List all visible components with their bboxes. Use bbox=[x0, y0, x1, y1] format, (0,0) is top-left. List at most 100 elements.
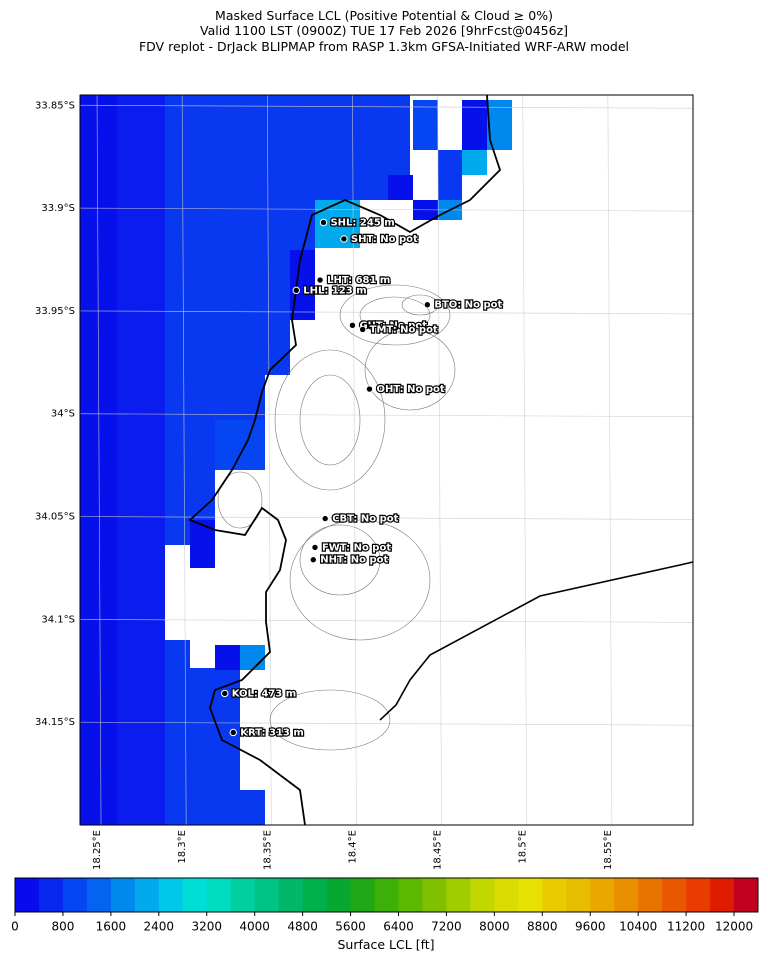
station-dot bbox=[340, 235, 348, 243]
station-dot bbox=[221, 689, 229, 698]
title-line: Valid 1100 LST (0900Z) TUE 17 Feb 2026 [… bbox=[200, 23, 568, 38]
station-dot bbox=[229, 728, 237, 737]
station-label: SHL: 245 m bbox=[330, 217, 394, 228]
station-dot bbox=[348, 321, 357, 330]
station-dot bbox=[423, 301, 432, 309]
colorbar-swatch bbox=[470, 878, 495, 912]
grid-line bbox=[79, 413, 694, 418]
station-label: CBT: No pot bbox=[332, 514, 398, 525]
lon-tick-label: 18.25°E bbox=[92, 830, 103, 870]
colorbar-label: Surface LCL [ft] bbox=[337, 937, 434, 952]
lon-tick-label: 18.45°E bbox=[433, 830, 444, 870]
lcl-cell bbox=[80, 95, 117, 825]
colorbar-tick-label: 2400 bbox=[144, 920, 175, 934]
colorbar-swatch bbox=[638, 878, 663, 912]
colorbar-tick-label: 800 bbox=[51, 920, 74, 934]
grid-line bbox=[79, 310, 694, 315]
lon-tick-label: 18.5°E bbox=[518, 830, 529, 864]
colorbar-tick-label: 0 bbox=[11, 920, 19, 934]
lat-tick-label: 33.95°S bbox=[35, 306, 75, 317]
terrain-contours bbox=[217, 284, 456, 751]
colorbar-tick-label: 7200 bbox=[431, 920, 462, 934]
colorbar-swatch bbox=[254, 878, 280, 912]
station-label: KRT: 313 m bbox=[240, 727, 304, 738]
colorbar-tick-label: 11200 bbox=[667, 920, 705, 934]
colorbar-tick-label: 4800 bbox=[287, 920, 318, 934]
lat-tick-label: 34.05°S bbox=[35, 512, 75, 523]
station-label: KOL: 473 m bbox=[232, 688, 296, 699]
colorbar-frame bbox=[14, 877, 759, 913]
contour bbox=[401, 294, 439, 316]
grid-line bbox=[79, 104, 694, 109]
colorbar-swatch bbox=[158, 878, 184, 912]
lcl-cell bbox=[462, 150, 487, 175]
colorbar-swatch bbox=[422, 878, 447, 912]
graticule bbox=[79, 94, 694, 826]
colorbar-tick-label: 8800 bbox=[527, 920, 558, 934]
lon-tick-label: 18.4°E bbox=[347, 830, 358, 864]
lcl-cell bbox=[190, 520, 215, 568]
colorbar-swatch bbox=[614, 878, 639, 912]
lon-tick-label: 18.3°E bbox=[177, 830, 188, 864]
colorbar-tick-label: 6400 bbox=[383, 920, 414, 934]
title-line: Masked Surface LCL (Positive Potential &… bbox=[215, 8, 553, 23]
lat-tick-label: 34.1°S bbox=[41, 614, 75, 625]
colorbar-swatch bbox=[302, 878, 328, 912]
station-label: TMT: No pot bbox=[370, 324, 438, 335]
colorbar-swatch bbox=[494, 878, 519, 912]
contour bbox=[269, 689, 391, 751]
colorbar-swatch bbox=[278, 878, 304, 912]
colorbar-tick-label: 4000 bbox=[239, 920, 270, 934]
colorbar-swatch bbox=[566, 878, 591, 912]
grid-line bbox=[352, 94, 357, 826]
colorbar-swatch bbox=[230, 878, 256, 912]
lcl-cell bbox=[462, 100, 487, 150]
colorbar-tick-label: 10400 bbox=[619, 920, 657, 934]
lcl-cell bbox=[215, 420, 265, 470]
colorbar-swatch bbox=[710, 878, 735, 912]
colorbar-swatch bbox=[15, 878, 40, 912]
grid-line bbox=[79, 619, 694, 623]
lcl-field bbox=[80, 95, 512, 825]
station-dot bbox=[316, 276, 324, 284]
station-dot bbox=[319, 218, 328, 227]
colorbar-swatch bbox=[326, 878, 352, 912]
lcl-cell bbox=[438, 150, 462, 200]
lcl-cell bbox=[215, 645, 240, 670]
colorbar-swatch bbox=[734, 878, 759, 912]
station-label: SHT: No pot bbox=[351, 234, 418, 245]
boundary bbox=[379, 561, 694, 721]
grid-line bbox=[266, 94, 272, 826]
map-frame bbox=[79, 94, 694, 826]
lon-tick-label: 18.55°E bbox=[603, 830, 614, 870]
grid-line bbox=[522, 94, 528, 826]
station-dot bbox=[365, 385, 374, 393]
colorbar-swatch bbox=[542, 878, 567, 912]
lcl-cell bbox=[388, 175, 413, 200]
contour bbox=[299, 374, 361, 466]
coastline bbox=[188, 94, 502, 826]
contour bbox=[217, 471, 263, 529]
colorbar-swatch bbox=[518, 878, 543, 912]
station-dot bbox=[292, 286, 300, 295]
station-label: BTO: No pot bbox=[434, 300, 502, 311]
contour bbox=[364, 329, 456, 411]
lat-tick-label: 33.85°S bbox=[35, 100, 75, 111]
station-dot bbox=[321, 514, 329, 523]
colorbar-tick-label: 8000 bbox=[479, 920, 510, 934]
contour bbox=[289, 519, 431, 641]
colorbar-tick-label: 9600 bbox=[575, 920, 606, 934]
colorbar-swatch bbox=[662, 878, 687, 912]
lat-tick-label: 33.9°S bbox=[41, 203, 75, 214]
contour bbox=[299, 524, 381, 596]
contour bbox=[274, 349, 386, 491]
colorbar-tick-label: 5600 bbox=[335, 920, 366, 934]
station-dot bbox=[309, 556, 317, 564]
colorbar-swatch bbox=[38, 878, 64, 912]
grid-line bbox=[79, 721, 694, 726]
grid-line bbox=[79, 516, 694, 520]
contour bbox=[359, 296, 431, 334]
colorbar-swatch bbox=[134, 878, 160, 912]
lat-tick-label: 34.15°S bbox=[35, 717, 75, 728]
colorbar-swatch bbox=[206, 878, 232, 912]
